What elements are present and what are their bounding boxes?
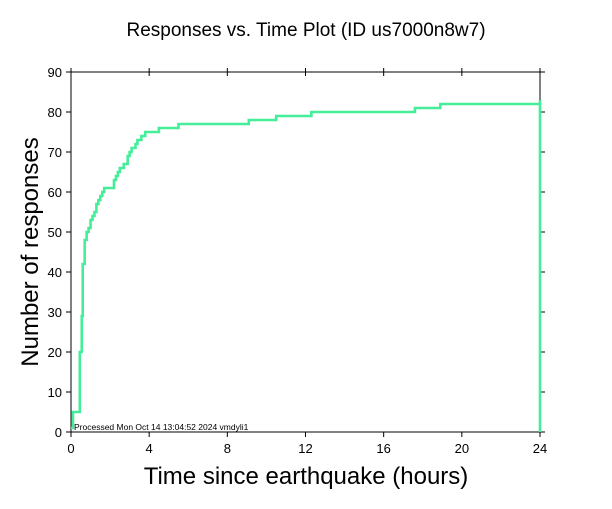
x-tick-label: 20 — [455, 441, 469, 456]
response-count-step-line — [71, 100, 542, 432]
y-tick-label: 20 — [48, 345, 62, 360]
y-tick-label: 0 — [55, 425, 62, 440]
y-tick-label: 90 — [48, 65, 62, 80]
y-tick-label: 10 — [48, 385, 62, 400]
y-tick-label: 50 — [48, 225, 62, 240]
x-axis-label: Time since earthquake (hours) — [144, 463, 469, 490]
y-axis-label: Number of responses — [17, 137, 44, 366]
y-tick-label: 40 — [48, 265, 62, 280]
x-tick-label: 4 — [146, 441, 153, 456]
y-tick-label: 80 — [48, 105, 62, 120]
x-tick-label: 0 — [67, 441, 74, 456]
y-tick-label: 70 — [48, 145, 62, 160]
plot-frame — [70, 71, 541, 433]
y-tick-label: 60 — [48, 185, 62, 200]
y-tick-label: 30 — [48, 305, 62, 320]
plot-area: 0 4 8 12 16 20 24 0 10 20 30 40 50 60 70 80 90 Processed … — [48, 65, 548, 456]
x-tick-label: 16 — [376, 441, 390, 456]
x-tick-label: 8 — [224, 441, 231, 456]
x-tick-label: 24 — [533, 441, 547, 456]
x-tick-label: 12 — [298, 441, 312, 456]
chart-title: Responses vs. Time Plot (ID us7000n8w7) — [126, 20, 485, 41]
processed-footnote: Processed Mon Oct 14 13:04:52 2024 vmdyl… — [74, 422, 249, 432]
